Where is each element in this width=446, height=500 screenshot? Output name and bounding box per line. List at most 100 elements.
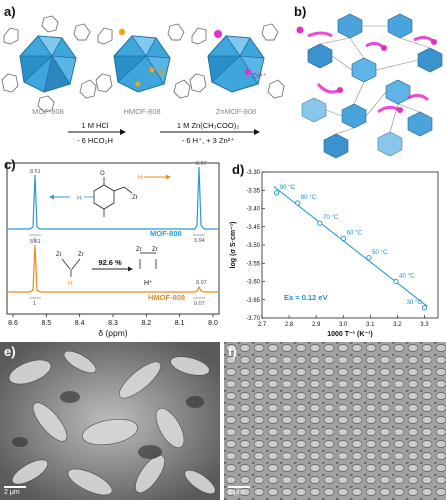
sem-texture-f [224,342,446,500]
x-tick-label: 3.2 [393,322,402,328]
data-point [317,220,323,226]
sem-image-e: e) 2 μm [0,342,220,500]
sem-image-f: f) 2 μm [224,342,446,500]
y-tick-label: -3.30 [246,170,260,176]
nmr-x-ticks: 8.6 8.5 8.4 8.3 8.2 8.1 8.0 [8,314,218,327]
y-tick-label: -3.60 [246,280,260,286]
point-label: 40 °C [399,273,415,280]
arrhenius-chart: -3.30 -3.35 -3.40 -3.45 -3.50 -3.55 -3.60 -3.65… [230,170,439,338]
data-points: 90 °C 80 °C 70 °C 60 °C 50 °C 40 °C 30 °C [273,184,428,311]
x-tick-label: 2.7 [258,322,267,328]
int-top-left: 1 [33,238,36,244]
h-plus-bottom: H⁺ [144,280,153,287]
hmof-808-structure [95,23,191,99]
scale-bar-f: 2 μm [228,486,250,496]
panel-d-label: d) [232,162,245,177]
orange-arrowhead-top [166,174,171,180]
panel-a-label: a) [4,4,16,19]
nmr-tick-label: 8.1 [175,320,185,327]
zn-label: Zn²⁺ [252,73,267,80]
atom-zr-b1: Zr [56,252,62,258]
panel-a: a) MOF-808 [0,0,290,155]
nmr-tick-label: 8.6 [8,320,18,327]
fit-line [273,186,428,307]
point-label: 50 °C [372,249,388,256]
znmof-808-structure [189,23,285,99]
atom-h-orange: H [138,174,143,181]
x-tick-label: 3.1 [366,322,375,328]
scale-text-e: 2 μm [4,489,20,496]
chart-y-ticks: -3.30 -3.35 -3.40 -3.45 -3.50 -3.55 -3.60 -3.65… [246,170,265,322]
atom-h-bottom: H [68,280,73,287]
structure-label-2: HMOF-808 [123,107,160,116]
data-point [295,200,301,206]
nmr-tick-label: 8.5 [41,320,51,327]
step1-top: 1 M HCl [81,121,108,130]
h-plus-label: H⁺ [158,70,167,77]
hmof-808-spectrum [8,244,218,293]
step2-top: 1 M Zn(CH₃COO)₂ [177,121,239,130]
chart-x-label: 1000 T⁻¹ (K⁻¹) [327,331,373,338]
bottom-reaction [61,252,157,277]
conversion-label: 92.6 % [98,258,122,267]
atom-h-blue: H [77,195,82,202]
mof-808-structure [1,15,97,113]
nmr-tick-label: 8.3 [108,320,118,327]
reaction-arrowhead [128,266,133,272]
structure-label-3: ZnMOF-808 [216,107,256,116]
peak-bot-right: 8.07 [196,280,207,286]
atom-zr-b4: Zr [152,247,158,253]
x-tick-label: 2.9 [312,322,321,328]
point-label: 80 °C [301,194,317,201]
point-label: 70 °C [323,214,339,221]
step2-arrowhead [254,129,260,135]
panel-f-label: f) [228,344,237,359]
atom-zr-b2: Zr [78,252,84,258]
chart-y-label: log (σ S·cm⁻¹) [230,222,237,269]
top-molecule [84,177,133,217]
y-tick-label: -3.50 [246,243,260,249]
x-tick-label: 2.8 [285,322,294,328]
chart-x-ticks: 2.7 2.8 2.9 3.0 3.1 3.2 3.3 [258,315,429,328]
step1-arrowhead [120,129,126,135]
scale-text-f: 2 μm [228,489,244,496]
blue-arrowhead-top [49,194,54,200]
nmr-x-label: δ (ppm) [98,328,127,338]
y-tick-label: -3.40 [246,207,260,213]
peak-bot-left: 8.51 [30,239,41,245]
y-tick-label: -3.65 [246,298,260,304]
point-label: 90 °C [280,184,296,191]
int-bot-right: 0.07 [194,301,205,307]
y-tick-label: -3.55 [246,261,260,267]
point-label: 60 °C [347,229,363,236]
panel-b-label: b) [294,4,307,19]
y-tick-label: -3.35 [246,188,260,194]
x-tick-label: 3.0 [339,322,348,328]
y-tick-label: -3.70 [246,316,260,322]
hmof-808-label: HMOF-808 [148,293,185,302]
nmr-spectrum: 8.51 8.07 1 0.94 MOF-808 H H O Zr 8.51 8… [6,161,220,338]
framework-illustration [296,13,443,159]
data-point [421,305,428,311]
atom-o-top: O [100,171,105,177]
panel-d: d) -3.30 -3.35 -3.40 -3.45 -3.50 -3.55 -3.60 -3… [226,160,446,340]
panel-b: b) [288,0,446,165]
panel-c: c) 8.51 8.07 1 0.94 MOF-808 H H O Zr 8 [0,155,225,340]
atom-zr-top: Zr [132,195,138,201]
nmr-tick-label: 8.4 [75,320,85,327]
data-point [273,190,280,196]
y-tick-label: -3.45 [246,225,260,231]
int-top-right: 0.94 [194,238,205,244]
data-point [366,255,372,261]
nmr-tick-label: 8.2 [141,320,151,327]
panel-e-label: e) [4,344,16,359]
scale-bar-e: 2 μm [4,486,26,496]
mof-808-label: MOF-808 [150,229,182,238]
peak-top-right: 8.07 [196,161,207,167]
mof-808-spectrum [8,166,218,230]
panel-c-label: c) [4,157,16,172]
peak-top-left: 8.51 [30,169,41,175]
sem-texture-e [0,342,220,500]
x-tick-label: 3.3 [420,322,429,328]
structure-label-1: MOF-808 [32,107,64,116]
